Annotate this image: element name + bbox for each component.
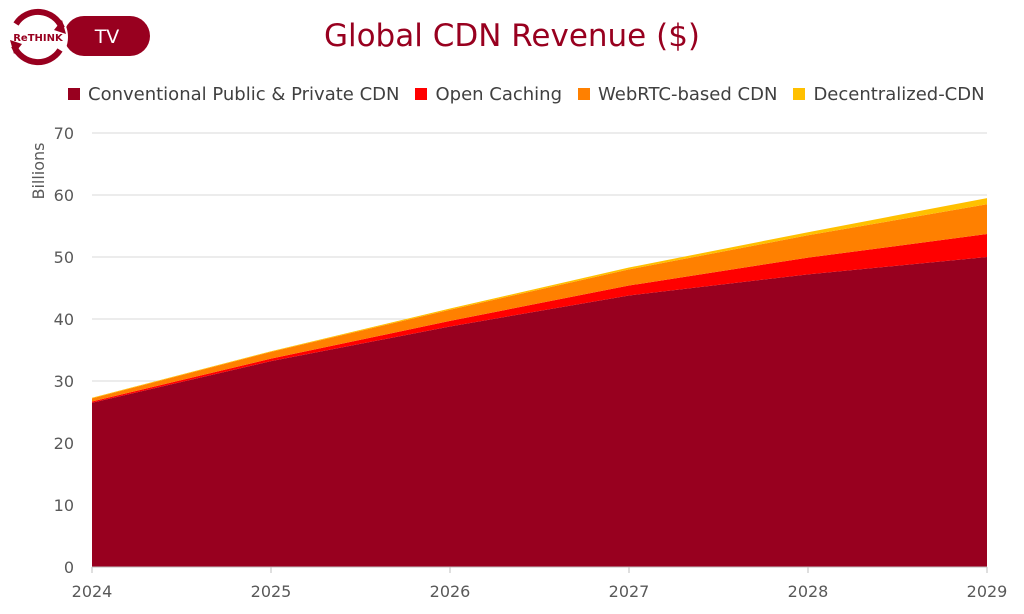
area-conventional-public-private-cdn xyxy=(92,257,987,567)
x-tick-label: 2029 xyxy=(967,582,1008,601)
y-axis-ticks: 0 10 20 30 40 50 60 70 xyxy=(54,124,74,577)
area-webrtc-based-cdn xyxy=(92,204,987,402)
legend-swatch-open-caching xyxy=(415,88,428,100)
logo-brand-text: ReTHINK xyxy=(13,33,64,44)
legend-item-decentralized: Decentralized-CDN xyxy=(793,83,985,105)
x-tick-label: 2026 xyxy=(430,582,471,601)
area-open-caching xyxy=(92,234,987,403)
legend-swatch-webrtc xyxy=(578,88,591,100)
legend: Conventional Public & Private CDN Open C… xyxy=(68,82,1001,106)
legend-label-decentralized: Decentralized-CDN xyxy=(813,83,985,105)
legend-item-open-caching: Open Caching xyxy=(415,84,562,105)
x-tick-label: 2028 xyxy=(788,582,829,601)
y-tick-label: 50 xyxy=(54,248,74,267)
legend-swatch-conventional xyxy=(68,88,80,100)
y-tick-label: 0 xyxy=(64,558,74,577)
y-tick-label: 10 xyxy=(54,496,74,515)
x-axis-ticks: 2024 2025 2026 2027 2028 2029 xyxy=(72,567,1008,601)
legend-item-conventional: Conventional Public & Private CDN xyxy=(68,84,399,105)
y-tick-label: 40 xyxy=(54,310,74,329)
x-tick-label: 2025 xyxy=(251,582,292,601)
y-tick-label: 70 xyxy=(54,124,74,143)
series-areas xyxy=(92,198,987,567)
x-tick-label: 2027 xyxy=(609,582,650,601)
chart-title: Global CDN Revenue ($) xyxy=(323,18,701,54)
y-tick-label: 30 xyxy=(54,372,74,391)
legend-item-webrtc: WebRTC-based CDN xyxy=(578,84,777,105)
x-tick-label: 2024 xyxy=(72,582,113,601)
y-tick-label: 20 xyxy=(54,434,74,453)
rethink-tv-logo: ReTHINK TV xyxy=(8,7,150,67)
legend-label-conventional: Conventional Public & Private CDN xyxy=(88,83,400,105)
y-tick-label: 60 xyxy=(54,186,74,205)
legend-label-open-caching: Open Caching xyxy=(435,83,563,105)
y-axis-label: Billions xyxy=(29,142,48,199)
logo-badge-text: TV xyxy=(94,26,120,48)
legend-swatch-decentralized xyxy=(793,88,806,100)
legend-label-webrtc: WebRTC-based CDN xyxy=(598,83,778,105)
area-decentralized-cdn xyxy=(92,198,987,399)
